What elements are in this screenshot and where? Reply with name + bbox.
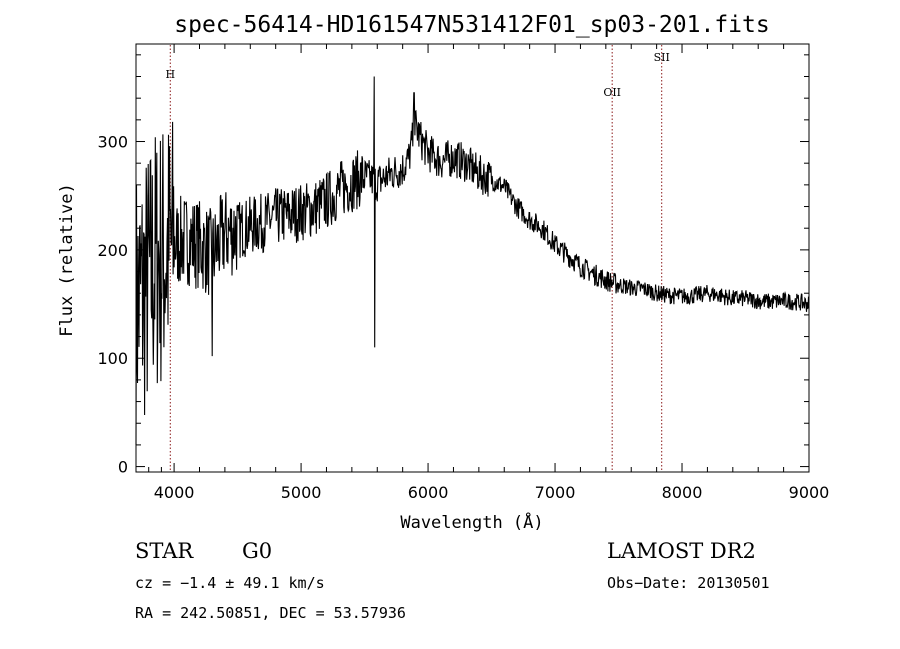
- emission-line-label-1: OII: [603, 86, 621, 99]
- x-axis-label: Wavelength (Å): [400, 511, 543, 533]
- object-class: STAR: [135, 539, 194, 563]
- plot-area: H OII SII 4000 5000 6000 7000 8000 9000 0 100 200 3…: [97, 43, 829, 502]
- chart-title: spec-56414-HD161547N531412F01_sp03-201.f…: [174, 12, 769, 38]
- y-tick-label-3: 300: [97, 133, 128, 152]
- axis-ticks: 4000 5000 6000 7000 8000 9000 0 100 200 300: [97, 44, 829, 502]
- coordinates: RA = 242.50851, DEC = 53.57936: [135, 604, 406, 622]
- spectrum-line: [135, 76, 810, 445]
- x-tick-label-1: 5000: [281, 483, 322, 502]
- emission-line-label-2: SII: [654, 51, 670, 64]
- y-axis-label: Flux (relative): [57, 183, 77, 337]
- x-tick-label-2: 6000: [408, 483, 449, 502]
- redshift-cz: cz = −1.4 ± 49.1 km/s: [135, 574, 325, 592]
- y-tick-label-2: 200: [97, 241, 128, 260]
- object-subclass: G0: [242, 539, 272, 563]
- observation-date: Obs−Date: 20130501: [607, 574, 770, 592]
- y-tick-label-0: 0: [118, 458, 128, 477]
- x-tick-label-4: 8000: [662, 483, 703, 502]
- emission-lines: H OII SII: [165, 45, 670, 471]
- y-tick-label-1: 100: [97, 349, 128, 368]
- x-tick-label-3: 7000: [535, 483, 576, 502]
- emission-line-label-0: H: [165, 68, 175, 81]
- x-tick-label-5: 9000: [789, 483, 830, 502]
- x-tick-label-0: 4000: [154, 483, 195, 502]
- survey-name: LAMOST DR2: [607, 539, 756, 563]
